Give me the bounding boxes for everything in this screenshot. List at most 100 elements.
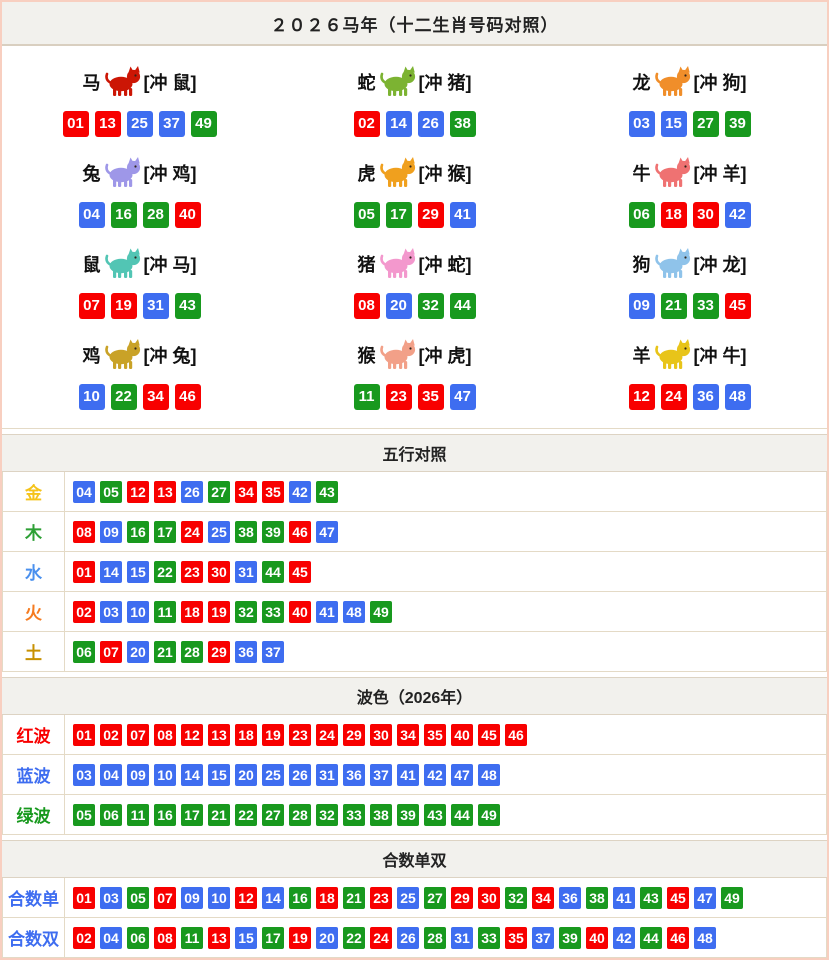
table-row: 木 08 09 16 17 24 25 38 39 46 47: [3, 512, 826, 552]
number-ball: 11: [353, 384, 380, 410]
zodiac-clash-label: [冲 牛]: [693, 346, 747, 366]
dog-icon: [654, 248, 690, 278]
table-row: 土 06 07 20 21 28 29 36 37: [3, 632, 826, 672]
number-ball: 39: [262, 520, 284, 543]
number-ball: 12: [127, 480, 149, 503]
number-ball: 26: [289, 763, 311, 786]
number-ball: 32: [505, 886, 527, 909]
zodiac-numbers: 03 15 27 39: [552, 111, 827, 137]
number-ball: 43: [640, 886, 662, 909]
zodiac-numbers: 04 16 28 40: [2, 202, 277, 228]
number-ball: 35: [505, 926, 527, 949]
number-ball: 47: [449, 384, 476, 410]
number-ball: 01: [62, 111, 89, 137]
number-ball: 22: [110, 384, 137, 410]
number-ball: 44: [451, 803, 473, 826]
number-ball: 42: [289, 480, 311, 503]
row-numbers: 03 04 09 10 14 15 20 25 26 31 36 37 41 42 47 48: [65, 755, 826, 794]
number-ball: 40: [289, 600, 311, 623]
number-ball: 24: [181, 520, 203, 543]
number-ball: 11: [181, 926, 203, 949]
number-ball: 22: [235, 803, 257, 826]
section-rows: 红波 01 02 07 08 12 13 18 19 23 24 29 30 34 35 40 45 46 蓝波 03…: [2, 715, 827, 835]
number-ball: 03: [73, 763, 95, 786]
number-ball: 40: [174, 202, 201, 228]
number-ball: 29: [451, 886, 473, 909]
number-ball: 28: [424, 926, 446, 949]
zodiac-name: 兔: [82, 164, 101, 184]
number-ball: 17: [385, 202, 412, 228]
number-ball: 48: [724, 384, 751, 410]
rabbit-icon: [104, 157, 140, 187]
zodiac-name: 鸡: [82, 346, 101, 366]
number-ball: 05: [127, 886, 149, 909]
number-ball: 27: [692, 111, 719, 137]
number-ball: 38: [370, 803, 392, 826]
zodiac-title: 虎 [冲 猴]: [277, 149, 552, 197]
number-ball: 30: [478, 886, 500, 909]
number-ball: 34: [532, 886, 554, 909]
number-ball: 23: [289, 723, 311, 746]
number-ball: 43: [316, 480, 338, 503]
number-ball: 26: [417, 111, 444, 137]
zodiac-name: 狗: [632, 255, 651, 275]
number-ball: 19: [262, 723, 284, 746]
number-ball: 45: [667, 886, 689, 909]
number-ball: 43: [174, 293, 201, 319]
number-ball: 10: [127, 600, 149, 623]
number-ball: 35: [262, 480, 284, 503]
zodiac-cell-snake: 蛇 [冲 猪] 02 14 26 38: [277, 54, 552, 145]
number-ball: 14: [262, 886, 284, 909]
number-ball: 28: [142, 202, 169, 228]
number-ball: 25: [397, 886, 419, 909]
row-numbers: 02 03 10 11 18 19 32 33 40 41 48 49: [65, 592, 826, 631]
number-ball: 18: [181, 600, 203, 623]
zodiac-title: 牛 [冲 羊]: [552, 149, 827, 197]
number-ball: 33: [478, 926, 500, 949]
number-ball: 29: [417, 202, 444, 228]
number-ball: 21: [660, 293, 687, 319]
number-ball: 01: [73, 723, 95, 746]
zodiac-clash-label: [冲 蛇]: [418, 255, 472, 275]
zodiac-clash-label: [冲 鼠]: [143, 73, 197, 93]
number-ball: 38: [235, 520, 257, 543]
table-row: 红波 01 02 07 08 12 13 18 19 23 24 29 30 34 35 40 45 46: [3, 715, 826, 755]
number-ball: 41: [316, 600, 338, 623]
row-label: 合数双: [3, 918, 65, 957]
zodiac-clash-label: [冲 龙]: [693, 255, 747, 275]
number-ball: 29: [343, 723, 365, 746]
number-ball: 08: [353, 293, 380, 319]
number-ball: 04: [78, 202, 105, 228]
number-ball: 23: [385, 384, 412, 410]
number-ball: 18: [235, 723, 257, 746]
number-ball: 07: [100, 640, 122, 663]
number-ball: 23: [181, 560, 203, 583]
zodiac-cell-goat: 羊 [冲 牛] 12 24 36 48: [552, 327, 827, 418]
number-ball: 09: [181, 886, 203, 909]
row-label: 木: [3, 512, 65, 551]
table-row: 合数单 01 03 05 07 09 10 12 14 16 18 21 23 25 27 29 30 32 34 3…: [3, 878, 826, 918]
zodiac-cell-horse: 马 [冲 鼠] 01 13 25 37 49: [2, 54, 277, 145]
zodiac-cell-dragon: 龙 [冲 狗] 03 15 27 39: [552, 54, 827, 145]
number-ball: 31: [316, 763, 338, 786]
number-ball: 33: [262, 600, 284, 623]
number-ball: 34: [235, 480, 257, 503]
number-ball: 11: [127, 803, 149, 826]
zodiac-numbers: 01 13 25 37 49: [2, 111, 277, 137]
number-ball: 16: [289, 886, 311, 909]
number-ball: 36: [559, 886, 581, 909]
number-ball: 32: [316, 803, 338, 826]
number-ball: 26: [397, 926, 419, 949]
number-ball: 21: [154, 640, 176, 663]
number-ball: 08: [154, 926, 176, 949]
number-ball: 26: [181, 480, 203, 503]
number-ball: 41: [613, 886, 635, 909]
number-ball: 03: [628, 111, 655, 137]
number-ball: 22: [154, 560, 176, 583]
zodiac-clash-label: [冲 羊]: [693, 164, 747, 184]
zodiac-numbers: 07 19 31 43: [2, 293, 277, 319]
number-ball: 10: [208, 886, 230, 909]
number-ball: 15: [660, 111, 687, 137]
number-ball: 16: [110, 202, 137, 228]
row-label: 合数单: [3, 878, 65, 917]
